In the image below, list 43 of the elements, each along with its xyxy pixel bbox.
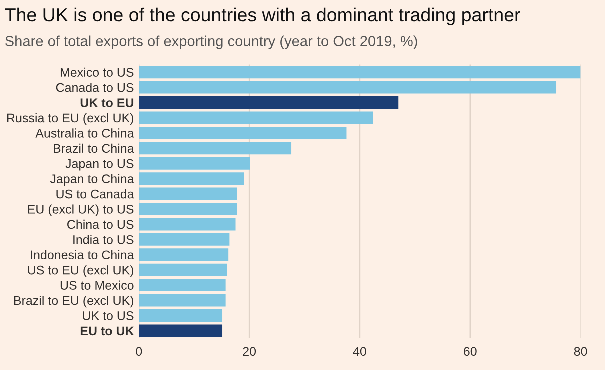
- bar: [139, 172, 244, 186]
- y-tick-label: China to US: [68, 220, 134, 230]
- bar: [139, 66, 581, 79]
- bar: [139, 81, 557, 94]
- y-tick-label: Japan to US: [66, 159, 134, 171]
- y-tick-label: Mexico to US: [60, 68, 134, 78]
- bar: [139, 188, 238, 200]
- bar: [139, 324, 223, 338]
- y-tick-label: Canada to US: [56, 83, 134, 92]
- bar: [139, 248, 229, 262]
- x-tick-label: 20: [243, 347, 256, 356]
- y-tick-label: UK to EU: [80, 98, 134, 108]
- y-tick-label: Indonesia to China: [31, 250, 134, 260]
- y-tick-label: Japan to China: [50, 174, 134, 186]
- chart-subtitle: Share of total exports of exporting country (year to Oct 2019, %): [6, 36, 418, 50]
- x-tick-label: 40: [353, 347, 366, 356]
- bar: [139, 233, 230, 246]
- bar: [139, 203, 238, 216]
- x-tick-label: 60: [464, 347, 477, 356]
- y-tick-label: UK to US: [83, 312, 134, 320]
- bar: [139, 96, 399, 110]
- bar: [139, 264, 228, 276]
- y-tick-label: US to Mexico: [60, 280, 134, 290]
- y-tick-label: India to US: [74, 235, 134, 244]
- bar: [139, 279, 226, 292]
- bar: [139, 142, 292, 155]
- chart-title: The UK is one of the countries with a dominant trading partner: [5, 8, 520, 26]
- y-tick-label: US to EU (excl UK): [28, 266, 134, 278]
- x-tick-label: 0: [136, 347, 142, 356]
- bar: [139, 112, 374, 124]
- bar: [139, 157, 250, 170]
- y-tick-label: Brazil to EU (excl UK): [14, 296, 134, 308]
- bar: [139, 126, 347, 140]
- y-tick-label: Australia to China: [36, 128, 134, 138]
- bar: [139, 309, 223, 322]
- y-tick-label: US to Canada: [56, 190, 134, 199]
- y-tick-label: EU to UK: [80, 326, 134, 336]
- y-tick-label: EU (excl UK) to US: [28, 204, 134, 216]
- y-tick-label: Russia to EU (excl UK): [8, 113, 134, 126]
- bar: [139, 218, 236, 231]
- y-tick-label: Brazil to China: [54, 144, 134, 154]
- x-tick-label: 80: [574, 347, 588, 356]
- bar: [139, 294, 226, 307]
